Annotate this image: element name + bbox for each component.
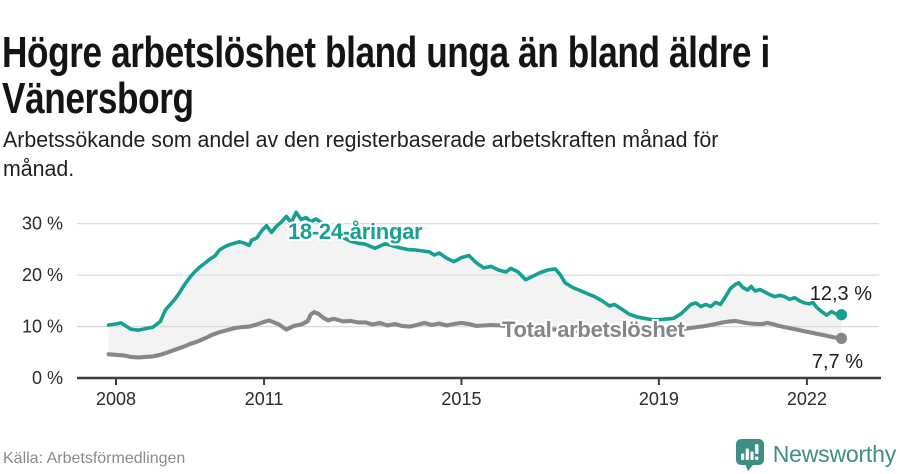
x-tick-label: 2015 <box>441 389 481 409</box>
y-tick-label: 10 % <box>22 317 63 337</box>
newsworthy-wordmark: Newsworthy <box>772 441 896 467</box>
series-label-young: 18-24-åringar <box>288 219 423 244</box>
source-credit: Källa: Arbetsförmedlingen <box>3 450 186 467</box>
newsworthy-logo[interactable]: Newsworthy <box>735 438 896 471</box>
end-value-total: 7,7 % <box>811 351 863 373</box>
end-value-young: 12,3 % <box>809 283 872 305</box>
series-end-dot-1 <box>835 332 848 344</box>
x-tick-label: 2022 <box>787 389 827 409</box>
chart-subtitle: Arbetssökande som andel av den registerb… <box>3 127 719 181</box>
x-tick-label: 2008 <box>96 389 136 409</box>
y-tick-label: 0 % <box>32 368 63 388</box>
page-title: Högre arbetslöshet bland unga än bland ä… <box>2 28 770 124</box>
newsworthy-bubble-chart-icon <box>735 438 765 471</box>
series-end-dot-0 <box>835 309 848 321</box>
line-chart: 0 % 10 % 20 % 30 % 2008 2011 2015 2019 2022 <box>22 210 881 409</box>
x-tick-label: 2011 <box>245 389 284 409</box>
series-line-1 <box>106 310 844 360</box>
series-label-total: Total arbetslöshet <box>502 317 685 342</box>
y-tick-label: 30 % <box>22 214 63 234</box>
x-tick-label: 2019 <box>639 389 679 409</box>
area-between-series <box>108 212 842 358</box>
series-line-0 <box>106 210 844 332</box>
y-tick-label: 20 % <box>22 265 63 285</box>
